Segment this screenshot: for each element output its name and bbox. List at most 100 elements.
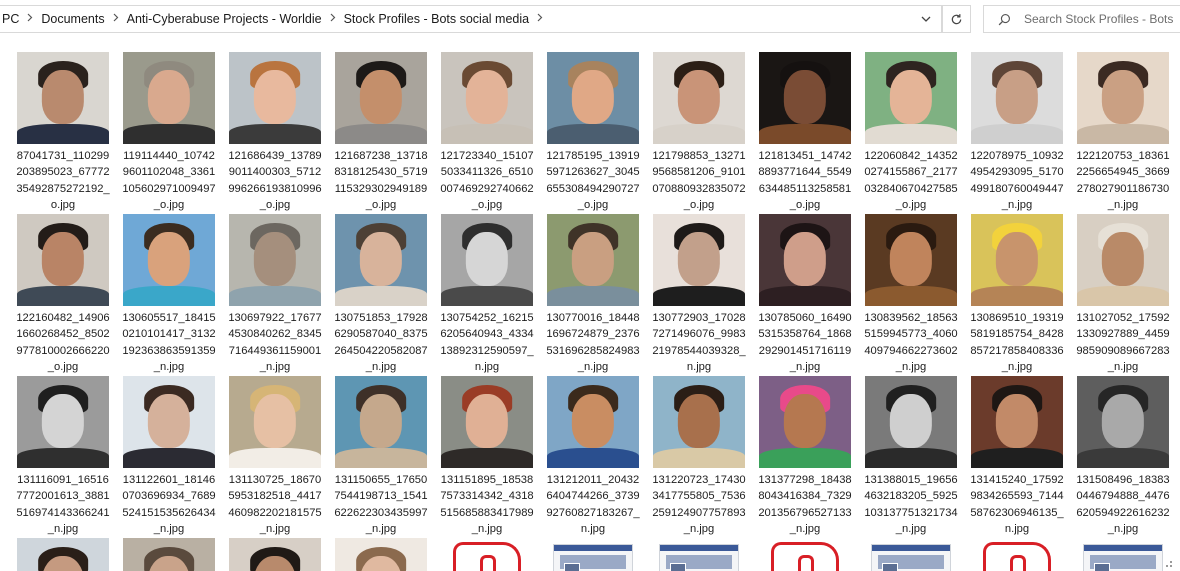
breadcrumb-item[interactable]: Stock Profiles - Bots social media	[343, 12, 530, 26]
file-item[interactable]: 131377298_18438 8043416384_7329 2013567965…	[752, 376, 858, 537]
file-name-line: 5315358764_1868	[758, 328, 852, 341]
file-name-line: 1696724879_2376	[546, 328, 640, 341]
image-thumbnail	[123, 52, 215, 144]
refresh-button[interactable]	[942, 5, 971, 33]
chevron-right-icon[interactable]	[25, 13, 35, 25]
file-item[interactable]: 122120753_18361 2256654945_3669 2780279011…	[1070, 52, 1176, 213]
file-name-line: 5033411326_6510	[440, 166, 534, 179]
file-name-line: 531696285824983	[546, 344, 640, 357]
file-item[interactable]: 121785195_13919 5971263627_3045 6553084942…	[540, 52, 646, 213]
file-item[interactable]: 131150655_17650 7544198713_1541 6226223034…	[328, 376, 434, 537]
file-item[interactable]: 121687238_13718 8318125430_5719 1153293029…	[328, 52, 434, 213]
file-name-line: 996266193810996	[228, 182, 322, 195]
file-item[interactable]: 130605517_18415 0210101417_3132 1923638635…	[116, 214, 222, 375]
file-item[interactable]: 122060842_14352 0274155867_2177 0328406704…	[858, 52, 964, 213]
image-thumbnail	[335, 538, 427, 571]
file-item[interactable]	[116, 538, 222, 571]
breadcrumb-item[interactable]: Anti-Cyberabuse Projects - Worldie	[126, 12, 322, 26]
file-name-line: 7271496076_9983	[652, 328, 746, 341]
chevron-right-icon[interactable]	[535, 13, 545, 25]
file-name-line: 6290587040_8375	[334, 328, 428, 341]
file-item[interactable]: 131130725_18670 5953182518_4417 4609822021…	[222, 376, 328, 537]
file-item[interactable]: 130754252_16215 6205640943_4334 1389231259…	[434, 214, 540, 375]
file-item[interactable]	[858, 538, 964, 571]
file-item[interactable]: 131122601_18146 0703696934_7689 5241515356…	[116, 376, 222, 537]
file-name-line: 857217858408336	[970, 344, 1064, 357]
file-item[interactable]: 131212011_20432 6404744266_3739 9276082718…	[540, 376, 646, 537]
file-item[interactable]: 131415240_17592 9834265593_7144 5876230694…	[964, 376, 1070, 537]
file-name: 122060842_14352 0274155867_2177 0328406704…	[858, 148, 964, 213]
file-item[interactable]: 122078975_10932 4954293095_5170 4991807600…	[964, 52, 1070, 213]
file-item[interactable]: 131220723_17430 3417755805_7536 2591249077…	[646, 376, 752, 537]
file-name-line: 6404744266_3739	[546, 490, 640, 503]
file-name-line: 5971263627_3045	[546, 166, 640, 179]
file-item[interactable]: 130869510_19319 5819185754_8428 8572178584…	[964, 214, 1070, 375]
file-item[interactable]: 130751853_17928 6290587040_8375 2645042205…	[328, 214, 434, 375]
file-name-line: 9834265593_7144	[970, 490, 1064, 503]
image-thumbnail	[17, 52, 109, 144]
file-item[interactable]	[964, 538, 1070, 571]
file-item[interactable]: 119114440_10742 9601102048_3361 1056029710…	[116, 52, 222, 213]
search-box[interactable]	[983, 5, 1180, 33]
file-name-line: 5159945773_4060	[864, 328, 958, 341]
image-thumbnail	[971, 52, 1063, 144]
file-name-line: _n.jpg	[683, 522, 715, 535]
file-name-line: 716449361159001	[228, 344, 322, 357]
file-name-line: _n.jpg	[1107, 522, 1139, 535]
image-thumbnail	[1077, 52, 1169, 144]
file-name-line: 121785195_13919	[546, 150, 640, 162]
document-preview-thumbnail	[553, 544, 633, 571]
file-name-line: 0274155867_2177	[864, 166, 958, 179]
file-item[interactable]: 130785060_16490 5315358764_1868 2929014517…	[752, 214, 858, 375]
file-item[interactable]: 131388015_19656 4632183205_5925 1031377513…	[858, 376, 964, 537]
file-item[interactable]	[540, 538, 646, 571]
file-item[interactable]	[328, 538, 434, 571]
file-name: 131508496_18383 0446794888_4476 6205949226…	[1070, 472, 1176, 537]
file-item[interactable]	[434, 538, 540, 571]
file-name-line: _n.jpg	[789, 522, 821, 535]
file-name-line: 622622303435997	[334, 506, 428, 519]
file-item[interactable]: 121723340_15107 5033411326_6510 0074692927…	[434, 52, 540, 213]
chevron-right-icon[interactable]	[111, 13, 121, 25]
file-name-line: _n.jpg	[259, 360, 291, 373]
image-thumbnail	[653, 214, 745, 306]
file-item[interactable]: 130697922_17677 4530840262_8345 7164493611…	[222, 214, 328, 375]
image-thumbnail	[17, 538, 109, 571]
file-item[interactable]: 121798853_13271 9568581206_9101 0708809328…	[646, 52, 752, 213]
resize-grip[interactable]	[1162, 557, 1172, 567]
chevron-right-icon[interactable]	[328, 13, 338, 25]
file-item[interactable]	[752, 538, 858, 571]
file-name-line: 259124907757893	[652, 506, 746, 519]
file-name-line: 130785060_16490	[758, 312, 852, 324]
breadcrumb-item[interactable]: PC	[2, 12, 20, 26]
file-item[interactable]: 130772903_17028 7271496076_9983 2197854403…	[646, 214, 752, 375]
breadcrumb-item[interactable]: Documents	[41, 12, 105, 26]
file-name: 130751853_17928 6290587040_8375 2645042205…	[328, 310, 434, 375]
file-item[interactable]: 130839562_18563 5159945773_4060 4097946622…	[858, 214, 964, 375]
file-item[interactable]: 122160482_14906 1660268452_8502 9778100026…	[10, 214, 116, 375]
file-item[interactable]: 121686439_13789 9011400303_5712 9962661938…	[222, 52, 328, 213]
file-item[interactable]	[222, 538, 328, 571]
file-item[interactable]: 131151895_18538 7573314342_4318 5156858834…	[434, 376, 540, 537]
file-name-line: 5953182518_4417	[228, 490, 322, 503]
file-name-line: _n.jpg	[471, 522, 503, 535]
file-item[interactable]: 121813451_14742 8893771644_5549 6344851132…	[752, 52, 858, 213]
address-bar[interactable]: PC Documents Anti-Cyberabuse Projects - Wo…	[0, 5, 942, 33]
address-history-dropdown[interactable]	[913, 6, 939, 32]
file-name-line: 131130725_18670	[228, 474, 322, 486]
search-input[interactable]	[1024, 12, 1174, 26]
file-item[interactable]: 131116091_16516 7772001613_3881 5169741433…	[10, 376, 116, 537]
file-name-line: 4632183205_5925	[864, 490, 958, 503]
file-item[interactable]: 87041731_110299 203895023_67772 3549287527…	[10, 52, 116, 213]
file-name-line: 977810002666220	[16, 344, 110, 357]
file-item[interactable]: 131508496_18383 0446794888_4476 6205949226…	[1070, 376, 1176, 537]
image-thumbnail	[547, 214, 639, 306]
file-item[interactable]	[10, 538, 116, 571]
file-item[interactable]: 131027052_17592 1330927889_4459 9859090896…	[1070, 214, 1176, 375]
file-name: 131220723_17430 3417755805_7536 2591249077…	[646, 472, 752, 537]
file-name-line: _n.jpg	[153, 522, 185, 535]
file-item[interactable]	[1070, 538, 1176, 571]
file-item[interactable]: 130770016_18448 1696724879_2376 5316962858…	[540, 214, 646, 375]
file-name-line: 2256654945_3669	[1076, 166, 1170, 179]
file-item[interactable]	[646, 538, 752, 571]
